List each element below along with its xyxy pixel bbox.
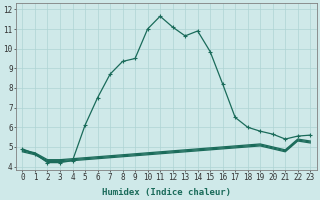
- X-axis label: Humidex (Indice chaleur): Humidex (Indice chaleur): [102, 188, 231, 197]
